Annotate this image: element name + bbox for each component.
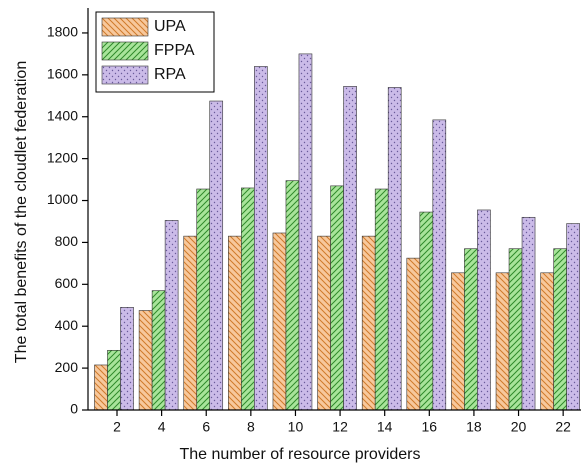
y-tick-label: 0 [70,401,78,417]
bar [432,119,447,411]
x-tick-label: 4 [158,419,166,435]
x-tick-label: 10 [288,419,304,435]
y-tick-label: 1200 [47,149,78,165]
bar [209,100,224,411]
bar [495,272,510,411]
legend-swatch [101,17,149,37]
bar [164,220,179,411]
bar [120,307,134,411]
y-axis-label: The total benefits of the cloudlet feder… [13,61,30,363]
y-tick-label: 1000 [47,191,78,207]
bar [196,188,211,411]
y-tick-label: 1400 [47,107,78,123]
bar [183,235,198,411]
legend-swatch [101,41,149,61]
y-tick-label: 1800 [47,24,78,40]
bar [477,209,491,411]
x-tick-label: 20 [511,419,527,435]
legend-swatch [101,65,149,85]
y-tick-label: 200 [55,359,79,375]
bar [138,310,153,411]
legend-label: FPPA [154,42,195,59]
legend-label: RPA [154,66,186,83]
legend-label: UPA [154,18,186,35]
bar [553,248,567,411]
bar [272,232,287,411]
y-tick-label: 600 [55,275,79,291]
bar [151,290,166,411]
bar [254,66,268,411]
bar [540,272,554,411]
x-tick-label: 18 [466,419,482,435]
bar [566,223,580,411]
bar [241,187,255,411]
bar [317,235,331,411]
bar [406,257,421,411]
bar [419,211,434,411]
bar [107,349,121,411]
bar [521,216,536,411]
bar [464,248,478,411]
x-tick-label: 8 [247,419,255,435]
x-tick-label: 16 [422,419,438,435]
bar [387,87,402,411]
x-tick-label: 6 [202,419,210,435]
bar [94,364,108,411]
bar [228,235,242,411]
y-tick-label: 400 [55,317,79,333]
x-axis-label: The number of resource providers [180,446,421,463]
bar [298,53,313,411]
bar [285,180,300,411]
bar [451,272,465,411]
x-tick-label: 22 [555,419,571,435]
y-tick-label: 800 [55,233,79,249]
x-tick-label: 2 [113,419,121,435]
x-tick-label: 12 [332,419,348,435]
bar [330,185,344,411]
bar [508,248,523,411]
x-tick-label: 14 [377,419,393,435]
y-tick-label: 1600 [47,66,78,82]
bar [374,188,389,411]
bar [361,235,376,411]
bar [343,86,357,411]
